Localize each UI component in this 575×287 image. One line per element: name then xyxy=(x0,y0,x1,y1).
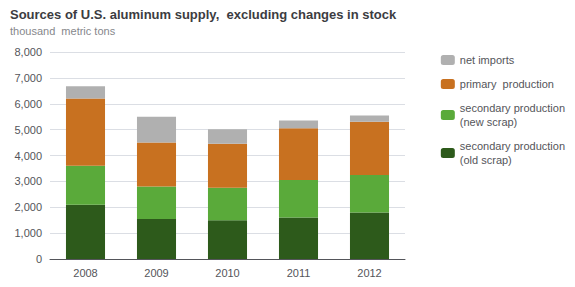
svg-text:8,000: 8,000 xyxy=(14,46,42,58)
svg-text:4,000: 4,000 xyxy=(14,150,42,162)
svg-text:secondary production: secondary production xyxy=(460,102,565,114)
svg-text:7,000: 7,000 xyxy=(14,72,42,84)
svg-text:(new scrap): (new scrap) xyxy=(460,116,517,128)
svg-text:2010: 2010 xyxy=(215,267,239,279)
svg-text:2012: 2012 xyxy=(357,267,381,279)
svg-text:2009: 2009 xyxy=(144,267,168,279)
svg-text:2,000: 2,000 xyxy=(14,201,42,213)
svg-text:net imports: net imports xyxy=(460,54,515,66)
svg-text:0: 0 xyxy=(36,253,42,265)
svg-text:secondary production: secondary production xyxy=(460,140,565,152)
svg-text:Sources of U.S. aluminum suppl: Sources of U.S. aluminum supply, excludi… xyxy=(10,7,397,22)
svg-text:5,000: 5,000 xyxy=(14,124,42,136)
svg-text:(old scrap): (old scrap) xyxy=(460,154,512,166)
svg-text:thousand metric tons: thousand metric tons xyxy=(10,25,116,37)
svg-text:2008: 2008 xyxy=(73,267,97,279)
svg-text:1,000: 1,000 xyxy=(14,227,42,239)
svg-text:primary production: primary production xyxy=(460,78,554,90)
svg-text:3,000: 3,000 xyxy=(14,175,42,187)
svg-text:6,000: 6,000 xyxy=(14,98,42,110)
svg-text:2011: 2011 xyxy=(287,267,311,279)
